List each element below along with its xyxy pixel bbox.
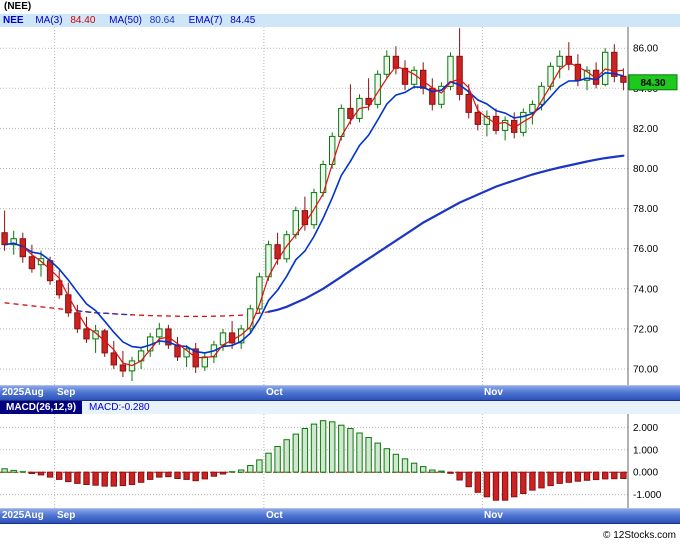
macd-chart-svg: 2.000 1.000 0.000 -1.000 bbox=[0, 414, 662, 508]
svg-text:76.00: 76.00 bbox=[633, 244, 658, 255]
macd-header-row: MACD(26,12,9) MACD:-0.280 bbox=[0, 401, 680, 414]
date-axis-top: 2025Aug Sep Oct Nov bbox=[0, 385, 680, 401]
month-label: Oct bbox=[266, 510, 283, 521]
legend-ma50-label: MA(50) bbox=[109, 15, 142, 26]
svg-text:1.000: 1.000 bbox=[633, 445, 658, 456]
svg-text:82.00: 82.00 bbox=[633, 124, 658, 135]
month-label: Oct bbox=[266, 387, 283, 398]
symbol-title: (NEE) bbox=[4, 1, 32, 12]
svg-text:-1.000: -1.000 bbox=[633, 490, 662, 501]
chart-title-row: (NEE) bbox=[0, 0, 680, 14]
macd-value-label: MACD:-0.280 bbox=[89, 402, 150, 413]
month-label: Nov bbox=[484, 387, 503, 398]
month-label: Sep bbox=[57, 510, 76, 521]
legend-ma3-value: 84.40 bbox=[70, 15, 96, 26]
legend-ma3-label: MA(3) bbox=[35, 15, 63, 26]
svg-text:84.30: 84.30 bbox=[640, 78, 665, 89]
legend-ma50-value: 80.64 bbox=[149, 15, 175, 26]
legend-bar: NEE MA(3) 84.40 MA(50) 80.64 EMA(7) 84.4… bbox=[0, 14, 680, 27]
month-label: Sep bbox=[57, 387, 76, 398]
svg-text:78.00: 78.00 bbox=[633, 204, 658, 215]
price-chart: 86.0084.0082.0080.0078.0076.0074.0072.00… bbox=[0, 27, 680, 385]
month-label: 2025Aug bbox=[2, 387, 44, 398]
svg-text:0.000: 0.000 bbox=[633, 468, 658, 479]
svg-text:86.00: 86.00 bbox=[633, 44, 658, 55]
macd-chart: 2.000 1.000 0.000 -1.000 bbox=[0, 414, 680, 508]
legend-ema7-label: EMA(7) bbox=[188, 15, 223, 26]
svg-text:80.00: 80.00 bbox=[633, 164, 658, 175]
svg-text:2.000: 2.000 bbox=[633, 423, 658, 434]
footer: © 12Stocks.com bbox=[0, 524, 680, 546]
svg-text:72.00: 72.00 bbox=[633, 324, 658, 335]
price-chart-svg: 86.0084.0082.0080.0078.0076.0074.0072.00… bbox=[0, 27, 678, 385]
svg-text:74.00: 74.00 bbox=[633, 284, 658, 295]
credit-link[interactable]: © 12Stocks.com bbox=[603, 530, 676, 541]
svg-text:70.00: 70.00 bbox=[633, 365, 658, 376]
legend-symbol: NEE bbox=[3, 15, 24, 26]
legend-ema7-value: 84.45 bbox=[230, 15, 256, 26]
month-label: Nov bbox=[484, 510, 503, 521]
month-label: 2025Aug bbox=[2, 510, 44, 521]
macd-params-label: MACD(26,12,9) bbox=[0, 401, 83, 414]
date-axis-bottom: 2025Aug Sep Oct Nov bbox=[0, 508, 680, 524]
